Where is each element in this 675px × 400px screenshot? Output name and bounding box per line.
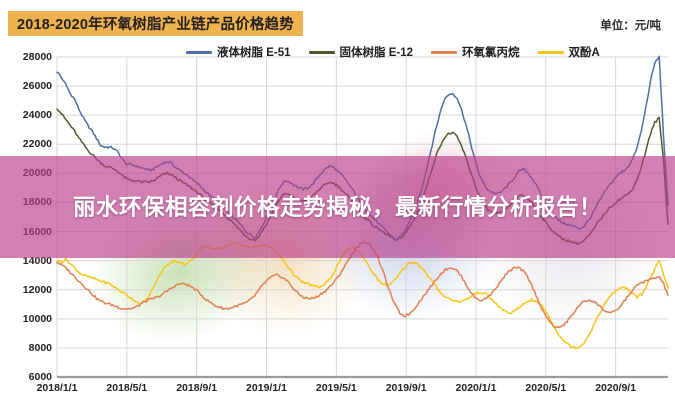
y-axis-tick-label: 24000 [22,109,52,122]
legend-swatch-icon [537,50,564,54]
x-axis-tick-label: 2019/1/1 [246,382,287,394]
x-axis-tick-label: 2018/9/1 [176,382,218,394]
chart-title-band: 2018-2020年环氧树脂产业链产品价格趋势 [8,11,303,36]
x-axis-tick-label: 2019/5/1 [315,382,357,394]
x-axis-tick-label: 2020/9/1 [595,382,637,394]
legend-label: 环氧氯丙烷 [462,47,520,59]
legend-item-1[interactable]: 液体树脂 E-51 [186,44,291,60]
legend-swatch-icon [186,50,212,54]
y-axis-tick-label: 8000 [28,341,52,354]
legend-swatch-icon [431,50,457,54]
legend-label: 双酚A [568,47,600,59]
legend-item-3[interactable]: 环氧氯丙烷 [431,44,520,60]
y-axis-tick-label: 6000 [28,371,52,383]
x-axis-tick-label: 2020/1/1 [455,382,497,394]
y-axis-tick-label: 10000 [22,312,52,325]
legend-label: 固体树脂 E-12 [339,47,414,59]
legend-item-4[interactable]: 双酚A [537,44,600,60]
overlay-headline: 丽水环保相容剂价格走势揭秘，最新行情分析报告！ [72,194,602,220]
y-axis-tick-label: 26000 [22,80,52,93]
y-axis-tick-label: 12000 [22,283,52,296]
series-line-4 [56,241,669,350]
y-axis-tick-label: 28000 [22,51,52,63]
legend-swatch-icon [308,50,335,54]
x-axis-tick-label: 2018/1/1 [36,382,78,394]
unit-label: 单位：元/吨 [600,20,661,32]
legend-item-2[interactable]: 固体树脂 E-12 [308,44,414,60]
chart-title: 2018-2020年环氧树脂产业链产品价格趋势 [17,17,294,33]
y-axis-tick-label: 22000 [22,138,52,151]
chart-legend: 液体树脂 E-51 固体树脂 E-12 环氧氯丙烷 双酚A [186,44,600,60]
legend-label: 液体树脂 E-51 [217,47,291,59]
x-axis-tick-label: 2018/5/1 [106,382,148,394]
x-axis-tick-label: 2019/9/1 [385,382,427,394]
x-axis-tick-label: 2020/5/1 [525,382,567,394]
